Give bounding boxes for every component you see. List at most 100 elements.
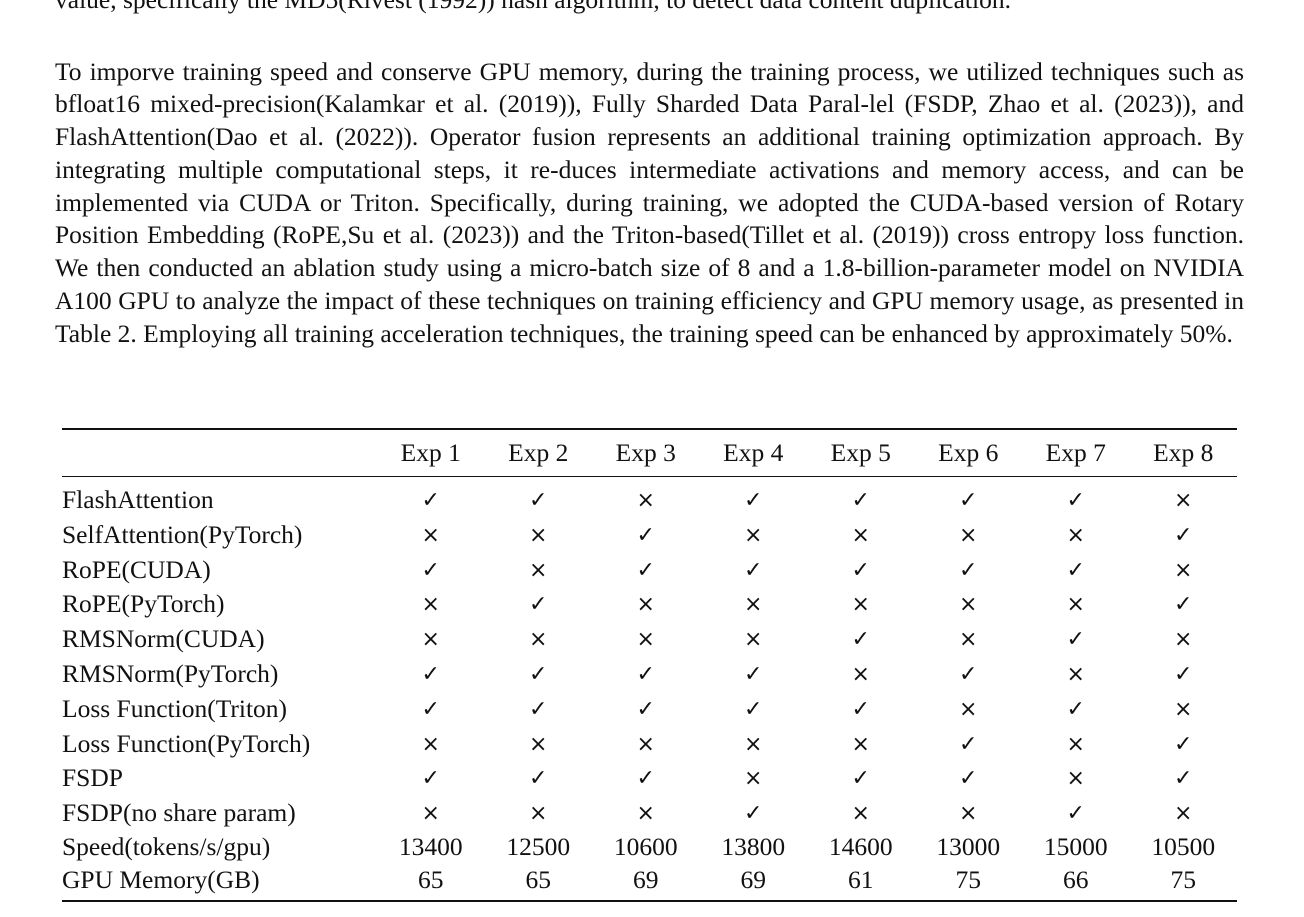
checkmark-icon: ✓ [377,553,485,588]
body-paragraph: To imporve training speed and conserve G… [55,56,1244,348]
cross-icon: × [700,587,808,622]
value-cell: 75 [1129,863,1237,902]
cross-glyph: × [744,766,763,792]
cross-glyph: × [744,731,763,757]
value-cell: 14600 [828,831,893,861]
header-cell: Exp 7 [1022,428,1130,477]
cross-glyph: × [959,592,978,618]
cross-icon: × [915,622,1023,657]
value-cell: 10600 [613,831,678,861]
value-cell: 69 [592,863,700,902]
cross-icon: × [592,477,700,518]
cross-icon: × [700,727,808,762]
cross-icon: × [485,553,593,588]
cross-glyph: × [851,522,870,548]
cross-glyph: × [744,627,763,653]
table-row: FSDP(no share param) × × × ✓ × × ✓ × [62,796,1237,831]
checkmark-icon: ✓ [915,727,1023,762]
cross-icon: × [700,518,808,553]
header-cell: Exp 4 [699,428,807,477]
checkmark-glyph: ✓ [744,557,763,583]
checkmark-icon: ✓ [1130,518,1238,553]
checkmark-icon: ✓ [485,692,593,727]
checkmark-icon: ✓ [592,518,700,553]
cross-glyph: × [529,522,548,548]
cross-glyph: × [421,731,440,757]
cross-glyph: × [1174,488,1193,513]
cross-icon: × [592,796,700,831]
checkmark-glyph: ✓ [529,661,548,687]
table-row: RoPE(PyTorch) × ✓ × × × × × ✓ [62,587,1237,622]
cross-icon: × [377,727,485,762]
checkmark-glyph: ✓ [744,696,763,722]
checkmark-glyph: ✓ [636,557,655,583]
cross-glyph: × [636,488,655,513]
cross-glyph: × [529,627,548,653]
cross-glyph: × [636,801,655,827]
table-row: RMSNorm(CUDA) × × × × ✓ × ✓ × [62,622,1237,657]
cross-glyph: × [959,696,978,722]
header-cell: Exp 8 [1129,428,1237,477]
checkmark-glyph: ✓ [636,766,655,792]
checkmark-icon: ✓ [485,761,593,796]
checkmark-glyph: ✓ [1174,592,1193,618]
header-cell: Exp 1 [377,428,485,477]
table-row: GPU Memory(GB) 65 65 69 69 61 75 66 75 [62,863,1237,902]
row-label: FSDP(no share param) [62,798,296,828]
cross-glyph: × [1174,557,1193,583]
value-cell: 69 [699,863,807,902]
cross-icon: × [1130,796,1238,831]
table-row: Loss Function(PyTorch) × × × × × ✓ × ✓ [62,727,1237,762]
cross-icon: × [592,727,700,762]
cross-icon: × [485,796,593,831]
row-label: Loss Function(PyTorch) [62,728,311,758]
checkmark-glyph: ✓ [421,661,440,687]
cross-glyph: × [744,522,763,548]
cross-glyph: × [1066,661,1085,687]
checkmark-glyph: ✓ [636,696,655,722]
value-cell: 15000 [1043,831,1108,861]
cross-icon: × [377,622,485,657]
header-cell: Exp 6 [914,428,1022,477]
checkmark-glyph: ✓ [959,766,978,792]
checkmark-glyph: ✓ [744,661,763,687]
ablation-table: Exp 1 Exp 2 Exp 3 Exp 4 Exp 5 Exp 6 Exp 7 Exp 8… [62,428,1237,902]
cross-glyph: × [851,731,870,757]
cross-glyph: × [1066,592,1085,618]
cross-glyph: × [1066,522,1085,548]
checkmark-glyph: ✓ [959,661,978,687]
row-label: SelfAttention(PyTorch) [62,519,303,549]
cross-glyph: × [636,592,655,618]
cross-glyph: × [1066,731,1085,757]
checkmark-icon: ✓ [700,553,808,588]
checkmark-glyph: ✓ [959,731,978,757]
cross-glyph: × [1174,801,1193,827]
cross-icon: × [1022,727,1130,762]
cross-icon: × [807,796,915,831]
checkmark-glyph: ✓ [529,488,548,513]
table-row: Loss Function(Triton) ✓ ✓ ✓ ✓ ✓ × ✓ × [62,692,1237,727]
checkmark-icon: ✓ [807,761,915,796]
cross-icon: × [1130,553,1238,588]
checkmark-icon: ✓ [807,622,915,657]
table-row: SelfAttention(PyTorch) × × ✓ × × × × ✓ [62,518,1237,553]
cross-icon: × [1022,657,1130,692]
checkmark-icon: ✓ [915,477,1023,518]
row-label: Speed(tokens/s/gpu) [62,831,271,861]
cross-icon: × [592,587,700,622]
cross-glyph: × [851,801,870,827]
cross-glyph: × [1174,696,1193,722]
checkmark-glyph: ✓ [1174,522,1193,548]
cross-icon: × [807,587,915,622]
cross-icon: × [592,622,700,657]
checkmark-glyph: ✓ [959,488,978,513]
cross-icon: × [377,587,485,622]
checkmark-icon: ✓ [377,761,485,796]
cross-icon: × [700,761,808,796]
checkmark-icon: ✓ [592,657,700,692]
checkmark-icon: ✓ [1130,657,1238,692]
cross-icon: × [1022,761,1130,796]
checkmark-icon: ✓ [807,553,915,588]
checkmark-glyph: ✓ [1174,731,1193,757]
cross-icon: × [915,518,1023,553]
